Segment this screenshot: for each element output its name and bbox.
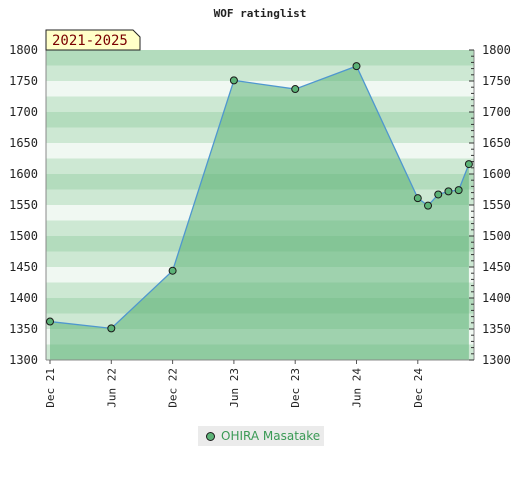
x-tick-label: Dec 24 (412, 368, 425, 408)
y-tick-label-left: 1600 (9, 167, 38, 181)
y-tick-label-right: 1500 (482, 229, 511, 243)
y-tick-label-right: 1750 (482, 74, 511, 88)
y-tick-label-right: 1600 (482, 167, 511, 181)
y-tick-label-right: 1650 (482, 136, 511, 150)
period-tag-box (45, 29, 141, 51)
x-tick-label: Dec 22 (167, 368, 180, 408)
y-tick-label-left: 1800 (9, 43, 38, 57)
y-tick-label-right: 1550 (482, 198, 511, 212)
y-tick-label-right: 1350 (482, 322, 511, 336)
x-tick-label: Jun 23 (228, 368, 241, 408)
background-band (46, 65, 474, 81)
series-area (50, 66, 469, 361)
data-point (454, 186, 463, 195)
x-tick-label: Dec 21 (44, 368, 57, 408)
y-tick-label-left: 1300 (9, 353, 38, 367)
data-point (291, 85, 300, 94)
chart-title: WOF ratinglist (214, 7, 307, 20)
y-tick-label-left: 1750 (9, 74, 38, 88)
x-tick-label: Dec 23 (289, 368, 302, 408)
y-tick-label-right: 1700 (482, 105, 511, 119)
period-tag-label: 2021-2025 (52, 33, 128, 49)
data-point (352, 62, 361, 71)
data-point (46, 317, 54, 326)
y-tick-label-left: 1650 (9, 136, 38, 150)
background-band (46, 50, 474, 66)
y-tick-label-left: 1350 (9, 322, 38, 336)
y-tick-label-left: 1450 (9, 260, 38, 274)
y-tick-label-left: 1550 (9, 198, 38, 212)
data-point (424, 201, 433, 210)
legend: OHIRA Masatake (198, 426, 324, 446)
y-tick-label-left: 1700 (9, 105, 38, 119)
x-tick-label: Jun 24 (351, 368, 364, 408)
data-point (168, 266, 177, 275)
y-tick-label-left: 1400 (9, 291, 38, 305)
data-point (107, 324, 116, 333)
data-point (434, 190, 443, 199)
data-point (444, 187, 453, 196)
legend-label: OHIRA Masatake (221, 429, 321, 443)
legend-marker-icon (206, 431, 215, 441)
y-tick-label-left: 1500 (9, 229, 38, 243)
y-tick-label-right: 1300 (482, 353, 511, 367)
y-tick-label-right: 1400 (482, 291, 511, 305)
y-tick-label-right: 1450 (482, 260, 511, 274)
x-tick-label: Jun 22 (105, 368, 118, 408)
y-tick-label-right: 1800 (482, 43, 511, 57)
data-point (464, 160, 473, 169)
data-point (229, 76, 238, 85)
data-point (413, 194, 422, 203)
